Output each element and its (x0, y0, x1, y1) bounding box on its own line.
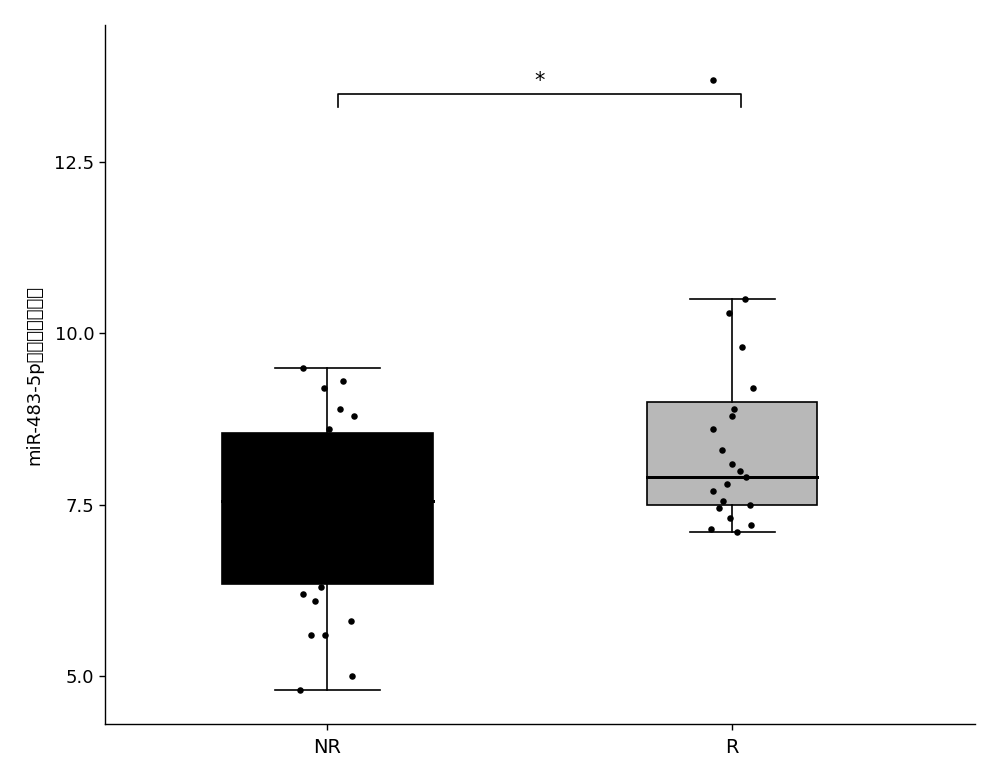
Point (329, 567, 345, 579)
Point (738, 471, 754, 483)
Point (306, 440, 322, 453)
Point (335, 375, 351, 388)
Point (724, 457, 740, 470)
Bar (222, 432, 433, 583)
Point (714, 443, 730, 456)
Point (732, 465, 748, 477)
Point (711, 502, 727, 515)
Point (705, 423, 721, 436)
Point (745, 382, 761, 395)
Point (715, 495, 731, 508)
Point (705, 485, 721, 497)
Point (722, 512, 738, 525)
Point (726, 403, 742, 415)
Bar (647, 402, 817, 505)
Point (319, 430, 335, 443)
Point (344, 670, 360, 683)
Point (705, 74, 721, 86)
Point (346, 410, 362, 422)
Point (295, 587, 311, 600)
Point (343, 615, 359, 628)
Point (316, 382, 332, 395)
Text: *: * (534, 71, 544, 91)
Point (743, 519, 759, 532)
Point (295, 361, 311, 374)
Point (295, 437, 311, 450)
Point (332, 403, 348, 415)
Point (729, 526, 745, 539)
Point (719, 478, 735, 490)
Point (307, 594, 323, 607)
Point (321, 423, 337, 436)
Point (724, 410, 740, 422)
Point (313, 581, 329, 594)
Point (742, 499, 758, 511)
Y-axis label: miR-483-5p的相对表达水平: miR-483-5p的相对表达水平 (25, 285, 43, 465)
Point (317, 629, 333, 641)
Point (319, 443, 335, 456)
Point (703, 522, 719, 535)
Point (303, 629, 319, 641)
Point (292, 683, 308, 696)
Point (721, 307, 737, 319)
Point (734, 341, 750, 353)
Point (737, 293, 753, 306)
Point (337, 574, 353, 586)
